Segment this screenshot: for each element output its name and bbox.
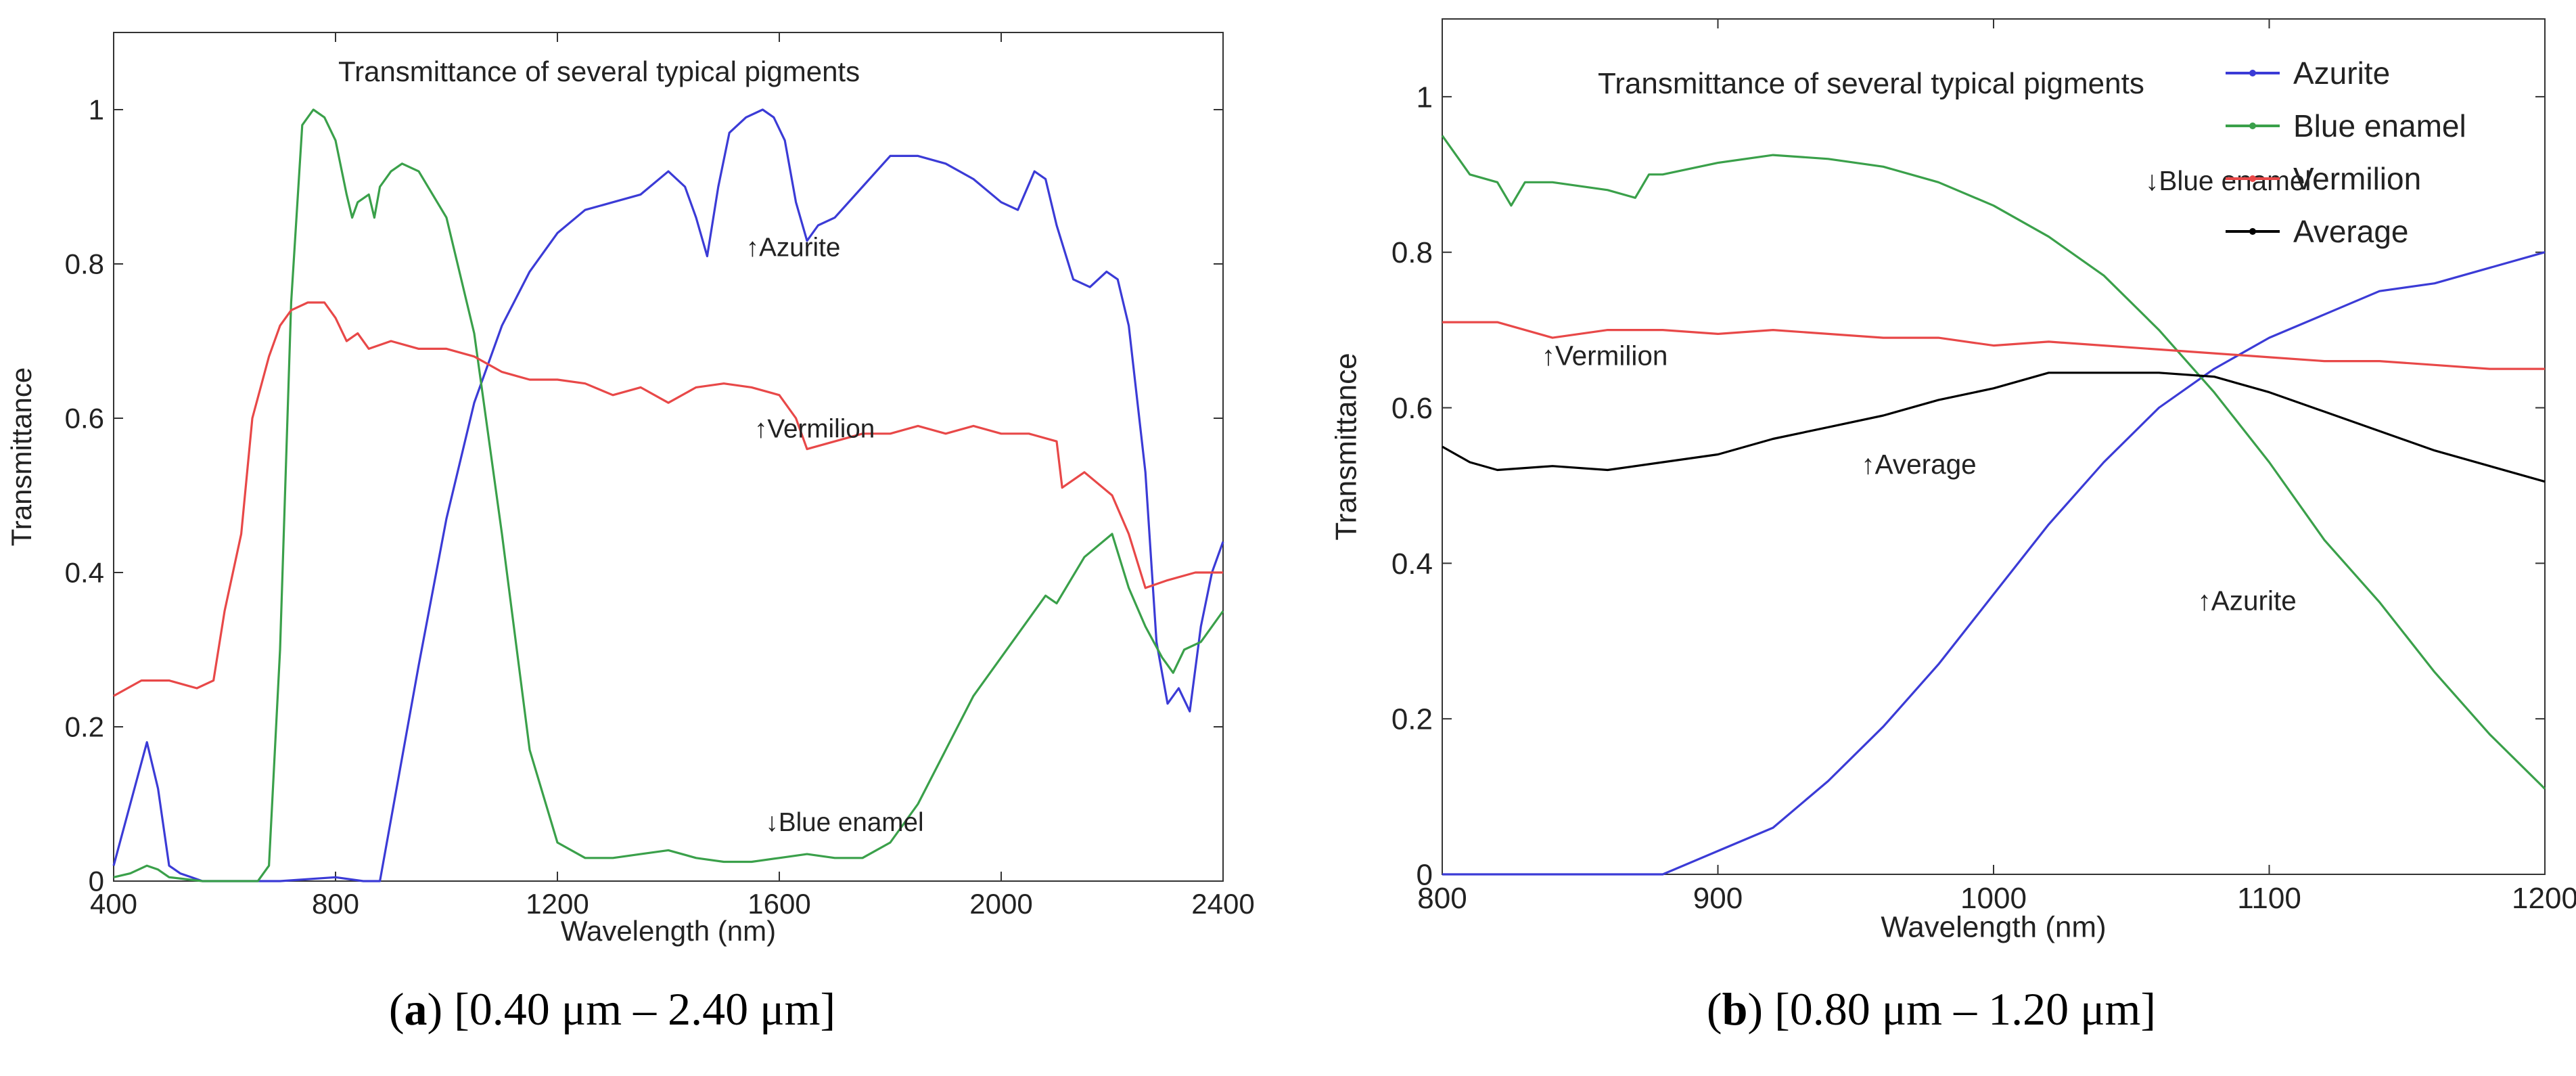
- y-tick-label: 0.8: [65, 248, 104, 280]
- legend: Azurite Blue enamel Vermilion Average: [2226, 55, 2466, 249]
- series-line-blue-enamel: [113, 108, 1224, 882]
- x-axis-label: Wavelength (nm): [561, 915, 776, 947]
- caption-b-letter: b: [1722, 983, 1748, 1035]
- y-tick-label: 1: [89, 94, 104, 126]
- caption-a: (a) [0.40 μm – 2.40 μm]: [388, 983, 836, 1035]
- y-tick-label: 0.6: [1392, 392, 1433, 425]
- y-tick-label: 0.4: [1392, 547, 1433, 581]
- legend-label: Vermilion: [2293, 161, 2421, 196]
- y-axis-label: Transmittance: [1329, 353, 1362, 540]
- x-tick-label: 2000: [969, 888, 1032, 920]
- caption-b: (b) [0.80 μm – 1.20 μm]: [1706, 983, 2157, 1035]
- x-axis-label: Wavelength (nm): [1881, 910, 2106, 943]
- legend-marker: [2249, 70, 2256, 76]
- series-line-azurite: [1442, 251, 2546, 876]
- caption-a-letter: a: [404, 983, 428, 1035]
- annotation-label: ↓Blue enamel: [766, 808, 924, 837]
- legend-marker: [2249, 122, 2256, 129]
- series-line-azurite: [112, 108, 1224, 882]
- series-line-blue-enamel: [1441, 135, 2546, 790]
- x-tick-label: 800: [1417, 882, 1467, 915]
- series-line-vermilion: [113, 301, 1223, 697]
- annotation-label: ↑Vermilion: [754, 415, 875, 444]
- y-axis-label: Transmittance: [5, 367, 37, 547]
- annotation-label: ↓Blue enamel: [2145, 165, 2311, 196]
- x-tick-label: 2400: [1191, 888, 1254, 920]
- y-tick-label: 0.8: [1392, 236, 1433, 269]
- legend-marker: [2249, 175, 2256, 182]
- y-tick-label: 0: [89, 866, 104, 897]
- x-tick-label: 400: [90, 888, 137, 920]
- annotation-label: ↑Vermilion: [1542, 340, 1668, 371]
- legend-label: Average: [2293, 214, 2409, 249]
- legend-marker: [2249, 228, 2256, 235]
- y-tick-label: 0.2: [65, 711, 104, 743]
- series-line-vermilion: [1442, 321, 2545, 370]
- plot-frame: [1442, 18, 2546, 875]
- x-tick-label: 1200: [526, 888, 589, 920]
- legend-label: Blue enamel: [2293, 108, 2466, 143]
- caption-b-text: [0.80 μm – 1.20 μm]: [1774, 983, 2157, 1035]
- chart-title: Transmittance of several typical pigment…: [338, 55, 860, 87]
- y-tick-label: 1: [1417, 81, 1433, 114]
- x-tick-label: 800: [312, 888, 359, 920]
- x-tick-label: 900: [1693, 882, 1743, 915]
- chart-a: 400 800 1200 1600 2000 2400 0 0.2 0.4 0.6 0.8 1 Wave…: [5, 32, 1255, 947]
- x-tick-label: 1600: [748, 888, 810, 920]
- plot-frame: [113, 32, 1224, 882]
- y-tick-label: 0.4: [65, 557, 104, 589]
- x-tick-label: 1000: [1960, 882, 2027, 915]
- chart-b: 800 900 1000 1100 1200 0 0.2 0.4 0.6 0.8 1 Waveleng…: [1329, 18, 2576, 943]
- y-tick-label: 0.6: [65, 403, 104, 434]
- y-tick-label: 0: [1417, 858, 1433, 891]
- series-line-average: [1442, 372, 2546, 483]
- annotation-label: ↑Average: [1861, 449, 1976, 480]
- annotation-label: ↑Azurite: [746, 233, 841, 263]
- caption-a-text: [0.40 μm – 2.40 μm]: [454, 983, 836, 1035]
- y-tick-label: 0.2: [1392, 703, 1433, 736]
- x-tick-label: 1200: [2512, 882, 2576, 915]
- legend-label: Azurite: [2293, 55, 2390, 91]
- x-tick-label: 1100: [2237, 882, 2301, 915]
- annotation-label: ↑Azurite: [2198, 585, 2297, 616]
- chart-title: Transmittance of several typical pigment…: [1598, 67, 2144, 100]
